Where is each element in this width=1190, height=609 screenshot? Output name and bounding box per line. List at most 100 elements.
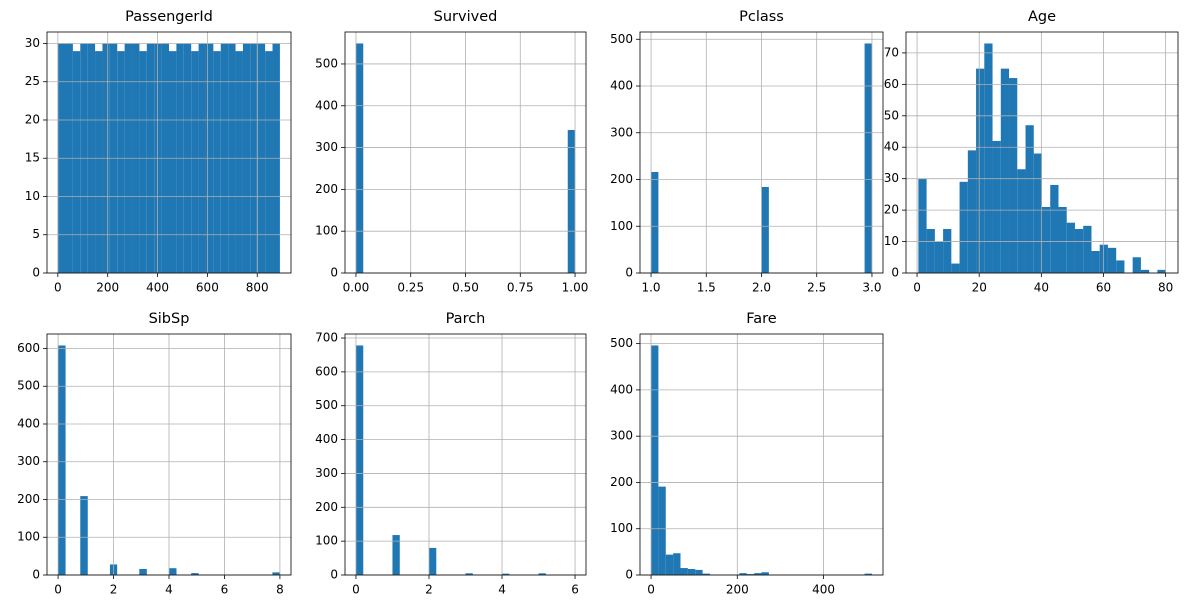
y-tick-label: 600 <box>17 341 40 355</box>
x-tick-label: 3.0 <box>862 281 881 295</box>
chart-title: SibSp <box>149 311 190 327</box>
y-tick-label: 400 <box>610 79 633 93</box>
y-tick-label: 20 <box>25 112 40 126</box>
bar <box>58 345 66 575</box>
x-tick-label: 2.0 <box>752 281 771 295</box>
y-tick-label: 0 <box>891 266 899 280</box>
y-tick-label: 30 <box>884 171 899 185</box>
axes-frame <box>905 31 1179 274</box>
x-tick-label: 2 <box>425 583 433 597</box>
y-tick-label: 10 <box>884 234 899 248</box>
x-tick-label: 600 <box>196 281 219 295</box>
x-tick-label: 60 <box>1096 281 1111 295</box>
x-tick-label: 2 <box>110 583 118 597</box>
chart-title: Pclass <box>739 9 784 25</box>
chart-title: Parch <box>446 311 486 327</box>
y-tick-label: 0 <box>330 568 338 582</box>
bar <box>1091 250 1100 273</box>
y-tick-label: 200 <box>315 500 338 514</box>
bar <box>673 553 681 575</box>
bar <box>1132 257 1141 273</box>
y-tick-label: 100 <box>17 530 40 544</box>
bar <box>1025 125 1034 273</box>
x-tick-label: 40 <box>1034 281 1049 295</box>
bar <box>967 150 977 273</box>
bar <box>943 228 952 273</box>
y-tick-label: 400 <box>315 432 338 446</box>
bar <box>754 573 762 575</box>
bar <box>926 228 935 273</box>
y-tick-label: 0 <box>330 266 338 280</box>
bar <box>117 51 125 273</box>
x-tick-label: 0.25 <box>397 281 424 295</box>
y-tick-label: 700 <box>315 331 338 345</box>
y-tick-label: 300 <box>315 466 338 480</box>
y-tick-label: 200 <box>315 182 338 196</box>
x-tick-label: 6 <box>221 583 229 597</box>
x-tick-label: 4 <box>498 583 506 597</box>
bar <box>1000 68 1010 273</box>
bar <box>1050 184 1059 273</box>
y-tick-label: 100 <box>610 521 633 535</box>
bar <box>191 51 199 273</box>
bar <box>1009 78 1018 273</box>
bar <box>272 572 280 575</box>
bar <box>665 554 674 575</box>
bar <box>761 572 769 575</box>
x-tick-label: 200 <box>726 583 749 597</box>
axes-frame <box>639 333 884 576</box>
y-tick-label: 25 <box>25 74 40 88</box>
y-tick-label: 30 <box>25 36 40 50</box>
bar <box>465 573 473 575</box>
x-tick-label: 0.75 <box>507 281 534 295</box>
bar <box>658 486 666 575</box>
bar <box>695 569 703 575</box>
bar <box>1074 228 1084 273</box>
y-tick-label: 600 <box>315 364 338 378</box>
x-tick-label: 80 <box>1158 281 1173 295</box>
bar <box>1033 153 1042 273</box>
axes-frame <box>344 31 587 274</box>
bar <box>687 568 696 575</box>
bar <box>651 172 659 273</box>
bar <box>651 345 659 575</box>
y-tick-label: 40 <box>884 140 899 154</box>
bar <box>1066 222 1075 273</box>
bar <box>235 51 243 273</box>
chart-title: Survived <box>434 9 498 25</box>
bar <box>169 568 177 575</box>
x-tick-label: 1.0 <box>641 281 660 295</box>
x-tick-label: 4 <box>165 583 173 597</box>
y-tick-label: 300 <box>17 454 40 468</box>
y-tick-label: 200 <box>610 172 633 186</box>
chart-title: Age <box>1028 9 1056 25</box>
y-tick-label: 200 <box>610 475 633 489</box>
bar <box>567 130 576 273</box>
bar <box>746 574 755 575</box>
x-tick-label: 1.00 <box>562 281 589 295</box>
x-tick-label: 0 <box>54 583 62 597</box>
bar <box>1107 247 1117 273</box>
bar <box>169 51 177 273</box>
bar <box>428 547 437 575</box>
x-tick-label: 0 <box>54 281 62 295</box>
bar <box>1083 225 1092 273</box>
bar <box>392 535 400 575</box>
bar <box>502 573 510 575</box>
bar <box>1116 260 1125 273</box>
y-tick-label: 400 <box>17 416 40 430</box>
y-tick-label: 300 <box>610 429 633 443</box>
bar <box>864 43 872 273</box>
bar <box>95 51 103 273</box>
x-tick-label: 400 <box>812 583 835 597</box>
bar <box>72 51 81 273</box>
y-tick-label: 500 <box>610 32 633 46</box>
x-tick-label: 0 <box>913 281 921 295</box>
bar <box>265 51 273 273</box>
bar <box>355 345 364 575</box>
x-tick-label: 1.5 <box>697 281 716 295</box>
bar <box>191 573 199 575</box>
y-tick-label: 200 <box>17 492 40 506</box>
y-tick-label: 15 <box>25 151 40 165</box>
